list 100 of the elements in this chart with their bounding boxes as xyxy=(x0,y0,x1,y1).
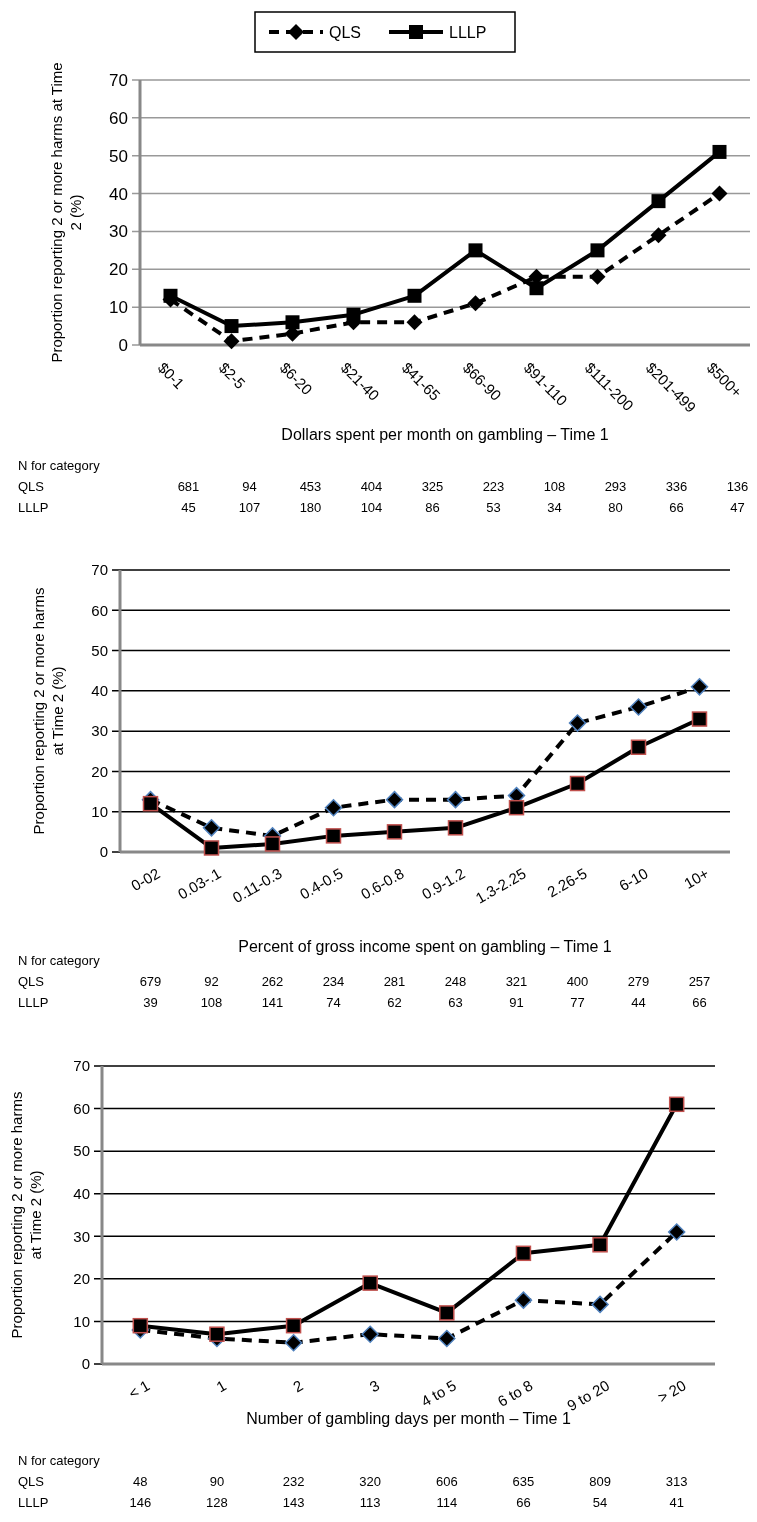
point xyxy=(569,775,586,792)
point xyxy=(325,828,342,844)
text: N for category xyxy=(18,953,101,968)
y-axis-title: Proportion reporting 2 or more harms at Time 2 (%) xyxy=(30,587,66,835)
point xyxy=(589,268,606,285)
text: 146 xyxy=(129,1495,152,1510)
x-tick-label: 2 xyxy=(289,1376,306,1396)
text: 404 xyxy=(360,479,383,494)
point xyxy=(346,307,361,322)
legend-label: QLS xyxy=(329,23,362,41)
point xyxy=(590,243,605,258)
y-tick-label: 50 xyxy=(109,146,128,166)
text: 74 xyxy=(326,995,341,1010)
text: 77 xyxy=(570,995,585,1010)
point xyxy=(406,314,423,331)
x-tick-label: 6-10 xyxy=(616,864,651,895)
y-tick-label: 0 xyxy=(99,843,108,861)
text: 104 xyxy=(360,500,383,515)
point xyxy=(407,288,422,303)
text: 128 xyxy=(206,1495,228,1510)
point xyxy=(629,698,648,716)
y-tick-label: 40 xyxy=(91,682,108,700)
text: QLS xyxy=(18,974,45,989)
text: 86 xyxy=(425,500,440,515)
y-tick-label: 10 xyxy=(109,298,128,318)
text: 45 xyxy=(181,500,196,515)
text: QLS xyxy=(18,479,45,494)
text: 66 xyxy=(516,1495,531,1510)
y-tick-label: 40 xyxy=(73,1184,90,1202)
point xyxy=(508,799,525,816)
point xyxy=(324,798,343,817)
x-axis-title: Dollars spent per month on gambling – Time 1 xyxy=(281,426,609,443)
point xyxy=(447,820,464,836)
text: 281 xyxy=(383,974,406,989)
point xyxy=(285,315,300,330)
point xyxy=(362,1275,378,1291)
point xyxy=(285,1317,302,1334)
y-tick-label: 60 xyxy=(91,601,108,619)
text: 54 xyxy=(592,1495,608,1510)
point xyxy=(202,819,221,837)
point xyxy=(515,1245,532,1262)
text: 606 xyxy=(435,1474,458,1489)
point xyxy=(568,714,587,732)
text: 44 xyxy=(631,995,646,1010)
y-tick-label: 30 xyxy=(91,722,108,740)
text: 94 xyxy=(242,479,257,494)
text: N for category xyxy=(18,1453,101,1468)
text: 453 xyxy=(299,479,322,494)
text: 108 xyxy=(543,479,566,494)
legend-label: LLLP xyxy=(449,23,487,41)
point xyxy=(712,144,727,159)
point xyxy=(132,1317,149,1334)
point xyxy=(209,1326,225,1342)
y-tick-label: 20 xyxy=(91,762,108,780)
text: 279 xyxy=(627,974,650,989)
text: N for category xyxy=(18,458,101,473)
x-tick-label: 10+ xyxy=(681,864,712,892)
text: 107 xyxy=(238,500,261,515)
y-tick-label: 50 xyxy=(73,1142,90,1160)
text: 321 xyxy=(505,974,528,989)
text: 80 xyxy=(608,500,623,515)
text: LLLP xyxy=(18,1495,49,1510)
text: 62 xyxy=(387,995,402,1010)
x-tick-label: < 1 xyxy=(125,1376,153,1402)
text: 91 xyxy=(509,995,524,1010)
point xyxy=(514,1291,533,1309)
x-axis-title: Percent of gross income spent on gambling – Time 1 xyxy=(238,938,612,955)
text: 143 xyxy=(282,1495,305,1510)
text: 141 xyxy=(261,995,284,1010)
text: 232 xyxy=(282,1474,305,1489)
text: 809 xyxy=(589,1474,611,1489)
point xyxy=(438,1329,456,1348)
text: LLLP xyxy=(18,500,49,515)
text: QLS xyxy=(18,1474,45,1489)
point xyxy=(711,185,728,202)
text: 41 xyxy=(669,1495,684,1510)
point xyxy=(142,795,159,812)
text: 47 xyxy=(730,500,745,515)
y-tick-label: 70 xyxy=(91,561,108,579)
x-axis-title: Number of gambling days per month – Time 1 xyxy=(246,1410,571,1427)
text: 39 xyxy=(143,995,158,1010)
text: 681 xyxy=(177,479,200,494)
y-tick-label: 10 xyxy=(73,1312,90,1330)
text: 113 xyxy=(359,1495,381,1510)
y-tick-label: 40 xyxy=(109,184,128,204)
y-tick-label: 30 xyxy=(73,1227,90,1245)
point xyxy=(650,227,667,244)
text: 63 xyxy=(448,995,463,1010)
point xyxy=(592,1237,608,1253)
text: 293 xyxy=(604,479,627,494)
point xyxy=(690,678,709,696)
y-tick-label: 0 xyxy=(81,1355,90,1373)
point xyxy=(223,333,240,350)
x-tick-label: 4 to 5 xyxy=(417,1376,459,1410)
y-tick-label: 70 xyxy=(73,1057,90,1075)
text: 48 xyxy=(133,1474,148,1489)
text: 114 xyxy=(436,1495,458,1510)
x-tick-label: 0-02 xyxy=(128,864,163,895)
text: 635 xyxy=(512,1474,535,1489)
x-tick-label: 6 to 8 xyxy=(494,1376,536,1410)
